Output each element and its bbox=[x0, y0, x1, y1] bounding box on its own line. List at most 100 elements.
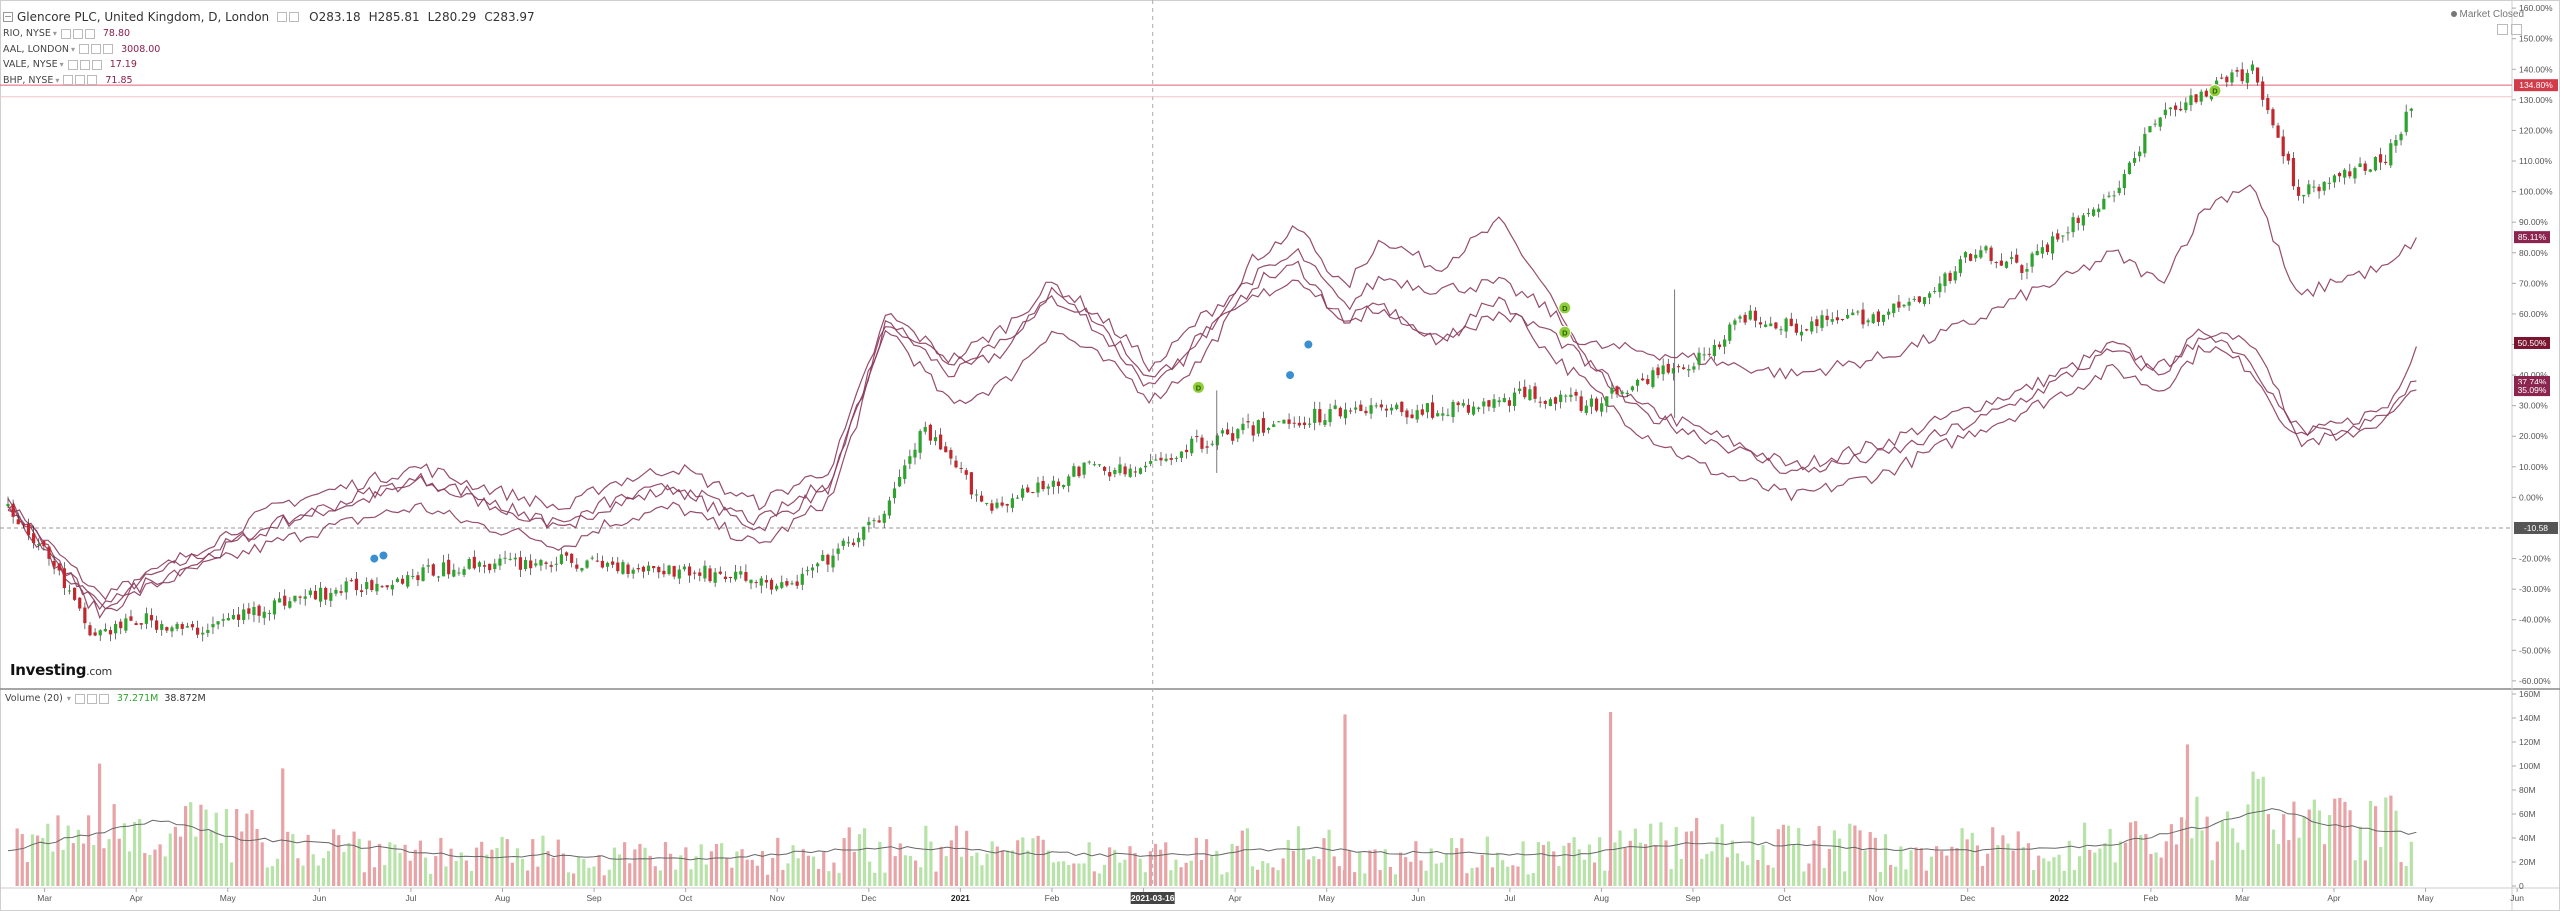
candle-body bbox=[441, 562, 446, 577]
candle-body bbox=[1733, 320, 1737, 325]
candle-body bbox=[529, 560, 533, 569]
candle-body bbox=[2225, 76, 2229, 83]
candle-body bbox=[390, 584, 394, 590]
candle-body bbox=[1000, 502, 1004, 506]
volume-bar bbox=[1220, 874, 1224, 886]
visibility-icon[interactable] bbox=[79, 59, 90, 70]
close-icon[interactable] bbox=[103, 44, 114, 55]
visibility-icon[interactable] bbox=[75, 75, 86, 86]
visibility-icon[interactable] bbox=[289, 11, 300, 22]
candle-body bbox=[493, 563, 497, 570]
legend-compare-bhp[interactable]: BHP, NYSE ▾ 71.85 bbox=[3, 73, 535, 89]
volume-bar bbox=[1919, 848, 1923, 886]
y-tick-label: 10.00% bbox=[2519, 462, 2548, 472]
candle-body bbox=[1502, 397, 1506, 403]
candle-body bbox=[1794, 323, 1798, 333]
volume-bar bbox=[265, 867, 269, 886]
dividend-marker-label: D bbox=[1562, 328, 1568, 337]
volume-bar bbox=[944, 856, 948, 886]
volume-bar bbox=[862, 828, 867, 886]
chevron-down-icon[interactable]: ▾ bbox=[71, 44, 76, 54]
comparison-series-line bbox=[7, 184, 2417, 611]
volume-bar bbox=[541, 835, 545, 886]
legend-compare-rio[interactable]: RIO, NYSE ▾ 78.80 bbox=[3, 26, 535, 42]
close-icon[interactable] bbox=[84, 28, 95, 39]
volume-bar bbox=[939, 846, 943, 886]
volume-bar bbox=[1021, 837, 1025, 886]
settings-icon[interactable] bbox=[79, 44, 90, 55]
volume-bar bbox=[286, 831, 290, 886]
volume-bar bbox=[1082, 863, 1086, 886]
y-tick-label: 120M bbox=[2519, 737, 2540, 747]
volume-bar bbox=[888, 827, 892, 886]
collapse-icon[interactable] bbox=[3, 11, 13, 22]
candle-body bbox=[1600, 403, 1604, 412]
visibility-icon[interactable] bbox=[91, 44, 102, 55]
legend-main-row[interactable]: Glencore PLC, United Kingdom, D, London … bbox=[3, 7, 535, 26]
candle-body bbox=[242, 609, 246, 621]
candle-body bbox=[764, 580, 768, 583]
volume-bar bbox=[81, 843, 86, 886]
volume-bar bbox=[929, 841, 933, 886]
chevron-down-icon[interactable]: ▾ bbox=[59, 60, 64, 70]
maximize-icon[interactable] bbox=[2497, 24, 2508, 35]
candle-body bbox=[1323, 420, 1327, 425]
candle-body bbox=[1092, 464, 1096, 466]
settings-icon[interactable] bbox=[277, 11, 288, 22]
y-tick-label: 0.00% bbox=[2519, 492, 2544, 502]
volume-bar bbox=[1613, 842, 1617, 886]
settings-icon[interactable] bbox=[74, 693, 85, 704]
visibility-icon[interactable] bbox=[72, 28, 83, 39]
close-icon[interactable] bbox=[91, 59, 102, 70]
volume-bar bbox=[1822, 867, 1826, 886]
candle-body bbox=[1579, 396, 1583, 411]
candle-body bbox=[272, 600, 277, 615]
candle-body bbox=[523, 560, 528, 570]
candle-body bbox=[1846, 314, 1850, 319]
visibility-icon[interactable] bbox=[86, 693, 97, 704]
volume-bar bbox=[235, 809, 239, 886]
candle-body bbox=[1436, 413, 1440, 417]
volume-bar bbox=[1000, 850, 1004, 886]
candle-body bbox=[1789, 318, 1793, 326]
chevron-down-icon[interactable]: ▾ bbox=[55, 75, 60, 85]
candle-body bbox=[795, 581, 799, 586]
x-tick-label: Mar bbox=[37, 893, 52, 903]
legend-compare-aal[interactable]: AAL, LONDON ▾ 3008.00 bbox=[3, 42, 535, 58]
candle-body bbox=[851, 542, 856, 546]
candle-body bbox=[1041, 480, 1045, 490]
volume-bar bbox=[15, 828, 19, 886]
close-icon[interactable] bbox=[98, 693, 109, 704]
volume-bar bbox=[1485, 836, 1489, 886]
volume-bar bbox=[367, 840, 371, 886]
x-tick-label: Mar bbox=[2235, 893, 2250, 903]
candle-body bbox=[621, 562, 625, 574]
settings-icon[interactable] bbox=[60, 28, 71, 39]
volume-bar bbox=[76, 829, 81, 886]
candle-body bbox=[580, 568, 584, 571]
candle-body bbox=[2004, 261, 2009, 268]
candle-body bbox=[6, 503, 10, 507]
close-pane-icon[interactable] bbox=[2511, 24, 2522, 35]
candle-body bbox=[329, 592, 333, 601]
close-icon[interactable] bbox=[87, 75, 98, 86]
volume-bar bbox=[403, 844, 407, 886]
settings-icon[interactable] bbox=[67, 59, 78, 70]
volume-legend[interactable]: Volume (20) ▾ 37.271M 38.872M bbox=[5, 693, 206, 704]
candle-body bbox=[252, 606, 256, 616]
volume-bar bbox=[1373, 849, 1377, 886]
volume-ma-line bbox=[7, 808, 2417, 861]
volume-bar bbox=[1097, 873, 1101, 886]
candle-body bbox=[2281, 136, 2285, 157]
candle-body bbox=[2138, 151, 2142, 157]
settings-icon[interactable] bbox=[63, 75, 74, 86]
volume-bar bbox=[260, 842, 264, 886]
legend-compare-vale[interactable]: VALE, NYSE ▾ 17.19 bbox=[3, 57, 535, 73]
chevron-down-icon[interactable]: ▾ bbox=[52, 29, 57, 39]
volume-bar bbox=[1679, 858, 1683, 886]
candle-body bbox=[370, 580, 374, 591]
compare-value: 3008.00 bbox=[121, 43, 161, 55]
chevron-down-icon[interactable]: ▾ bbox=[66, 694, 71, 703]
candle-body bbox=[1969, 254, 1973, 261]
